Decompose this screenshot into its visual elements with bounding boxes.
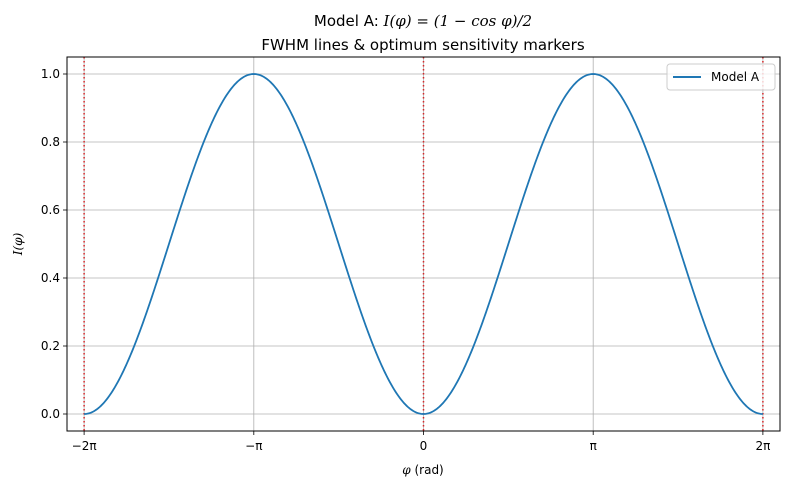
x-tick-label: −2π <box>72 439 97 453</box>
x-axis-label: φ (rad) <box>402 463 444 477</box>
x-axis-ticks: −2π −π 0 π 2π <box>72 431 770 453</box>
y-tick-label: 0.8 <box>41 135 60 149</box>
y-axis-ticks: 0.0 0.2 0.4 0.6 0.8 1.0 <box>41 67 67 421</box>
chart-title: Model A: I(φ) = (1 − cos φ)/2 <box>314 12 532 30</box>
x-tick-label: 2π <box>755 439 770 453</box>
y-axis-label: I(φ) <box>11 232 25 256</box>
series-line-model-a <box>84 73 763 415</box>
legend: Model A <box>666 63 776 91</box>
x-tick-label: −π <box>245 439 262 453</box>
y-tick-label: 0.0 <box>41 407 60 421</box>
y-tick-label: 0.4 <box>41 271 60 285</box>
legend-box <box>666 63 776 91</box>
x-tick-label: π <box>590 439 597 453</box>
x-tick-label: 0 <box>420 439 428 453</box>
legend-label: Model A <box>711 70 760 84</box>
series-layer <box>84 73 763 415</box>
y-tick-label: 0.6 <box>41 203 60 217</box>
y-tick-label: 1.0 <box>41 67 60 81</box>
y-tick-label: 0.2 <box>41 339 60 353</box>
chart-subtitle: FWHM lines & optimum sensitivity markers <box>261 36 584 54</box>
